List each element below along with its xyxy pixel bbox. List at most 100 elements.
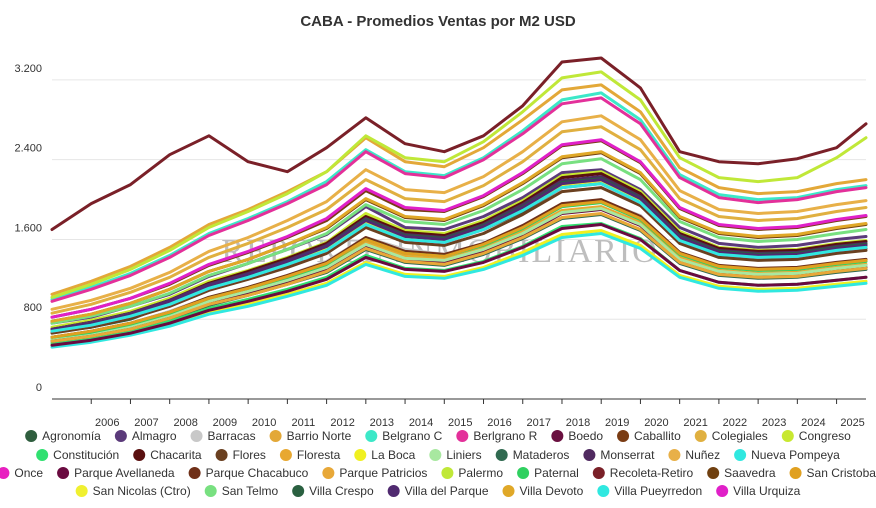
legend-item-24[interactable]: Palermo	[441, 466, 503, 480]
legend-label: Paternal	[534, 466, 579, 480]
x-tick-label: 2013	[370, 417, 394, 429]
x-tick-label: 2015	[448, 417, 472, 429]
legend-label: Nueva Pompeya	[751, 448, 840, 462]
series-lines	[50, 56, 868, 349]
legend-item-6[interactable]: Boedo	[551, 429, 603, 443]
legend-item-35[interactable]: Villa Urquiza	[716, 484, 801, 498]
series-line-28[interactable]	[50, 200, 868, 339]
legend-item-10[interactable]: Constitución	[36, 448, 119, 462]
legend-label: San Nicolas (Ctro)	[93, 484, 191, 498]
series-line-24[interactable]	[50, 70, 868, 299]
series-line-4[interactable]	[50, 91, 868, 301]
legend-label: Barracas	[208, 429, 256, 443]
legend-item-29[interactable]: San Nicolas (Ctro)	[75, 484, 191, 498]
series-line-33[interactable]	[50, 150, 868, 323]
series-line-34[interactable]	[50, 182, 868, 333]
x-tick-label: 2011	[292, 417, 316, 429]
legend-marker	[495, 449, 508, 461]
legend-item-20[interactable]: Once	[0, 466, 43, 480]
legend-marker	[269, 430, 282, 442]
legend-item-16[interactable]: Mataderos	[495, 448, 570, 462]
legend-item-22[interactable]: Parque Chacabuco	[188, 466, 309, 480]
legend-item-23[interactable]: Parque Patricios	[322, 466, 427, 480]
legend-item-21[interactable]: Parque Avellaneda	[57, 466, 175, 480]
legend-item-28[interactable]: San Cristobal	[789, 466, 876, 480]
legend-item-27[interactable]: Saavedra	[707, 466, 776, 480]
x-tick-label: 2006	[95, 417, 119, 429]
legend-marker	[133, 449, 146, 461]
legend-label: Recoleta-Retiro	[610, 466, 694, 480]
legend-marker	[215, 449, 228, 461]
legend-item-4[interactable]: Belgrano C	[365, 429, 443, 443]
legend-item-13[interactable]: Floresta	[279, 448, 341, 462]
x-tick-label: 2024	[801, 417, 825, 429]
series-line-12[interactable]	[50, 186, 868, 335]
x-tick-label: 2023	[762, 417, 786, 429]
legend-marker	[597, 485, 610, 497]
legend-label: Mataderos	[513, 448, 570, 462]
legend-item-12[interactable]: Flores	[215, 448, 266, 462]
legend-item-1[interactable]: Almagro	[114, 429, 177, 443]
legend-item-33[interactable]: Villa Devoto	[502, 484, 584, 498]
series-line-5[interactable]	[50, 96, 868, 303]
legend-item-5[interactable]: Berlgrano R	[456, 429, 538, 443]
x-tick-label: 2022	[723, 417, 747, 429]
legend-marker	[322, 467, 335, 479]
legend-item-25[interactable]: Paternal	[517, 466, 579, 480]
legend-marker	[190, 430, 203, 442]
x-tick-label: 2018	[566, 417, 590, 429]
legend-item-26[interactable]: Recoleta-Retiro	[592, 466, 694, 480]
legend-marker	[517, 467, 530, 479]
legend-item-18[interactable]: Nuñez	[668, 448, 720, 462]
series-line-19[interactable]	[50, 232, 868, 349]
legend-marker	[707, 467, 720, 479]
legend-marker	[36, 449, 49, 461]
series-line-32[interactable]	[50, 178, 868, 331]
legend-marker	[592, 467, 605, 479]
legend-item-32[interactable]: Villa del Parque	[387, 484, 489, 498]
series-line-3[interactable]	[50, 83, 868, 296]
x-tick-label: 2008	[173, 417, 197, 429]
x-tick-label: 2009	[213, 417, 237, 429]
legend-marker	[292, 485, 305, 497]
legend-label: San Telmo	[222, 484, 279, 498]
legend-label: Saavedra	[724, 466, 776, 480]
legend-item-0[interactable]: Agronomía	[25, 429, 101, 443]
series-line-35[interactable]	[50, 138, 868, 319]
series-line-18[interactable]	[50, 114, 868, 311]
legend-item-34[interactable]: Villa Pueyrredon	[597, 484, 702, 498]
legend-label: Palermo	[458, 466, 503, 480]
legend-marker	[502, 485, 515, 497]
legend-label: Villa Devoto	[520, 484, 584, 498]
legend-label: Berlgrano R	[473, 429, 537, 443]
legend-marker	[551, 430, 564, 442]
series-line-23[interactable]	[50, 212, 868, 343]
legend-marker	[456, 430, 469, 442]
legend-item-3[interactable]: Barrio Norte	[269, 429, 352, 443]
legend-item-7[interactable]: Caballito	[617, 429, 681, 443]
legend-marker	[354, 449, 367, 461]
legend-item-8[interactable]: Colegiales	[694, 429, 768, 443]
series-line-15[interactable]	[50, 207, 868, 341]
series-line-8[interactable]	[50, 125, 868, 315]
legend-item-31[interactable]: Villa Crespo	[292, 484, 374, 498]
legend-marker	[781, 430, 794, 442]
legend-marker	[0, 467, 10, 479]
legend-label: Parque Patricios	[339, 466, 427, 480]
legend-item-14[interactable]: La Boca	[354, 448, 416, 462]
legend-item-17[interactable]: Monserrat	[583, 448, 655, 462]
legend-item-11[interactable]: Chacarita	[133, 448, 202, 462]
legend-item-9[interactable]: Congreso	[781, 429, 851, 443]
legend-item-30[interactable]: San Telmo	[204, 484, 279, 498]
legend-label: Parque Chacabuco	[206, 466, 309, 480]
legend-item-15[interactable]: Liniers	[429, 448, 482, 462]
axes: 0 800 1.600 2.400 3.200 2006 2007 2008 2009 2010 2…	[14, 63, 866, 429]
series-line-21[interactable]	[50, 223, 868, 347]
series-line-30[interactable]	[50, 157, 868, 325]
x-tick-label: 2014	[409, 417, 433, 429]
series-line-26[interactable]	[50, 56, 868, 231]
legend-item-2[interactable]: Barracas	[190, 429, 256, 443]
legend-marker	[441, 467, 454, 479]
legend-label: Barrio Norte	[287, 429, 352, 443]
legend-item-19[interactable]: Nueva Pompeya	[734, 448, 840, 462]
